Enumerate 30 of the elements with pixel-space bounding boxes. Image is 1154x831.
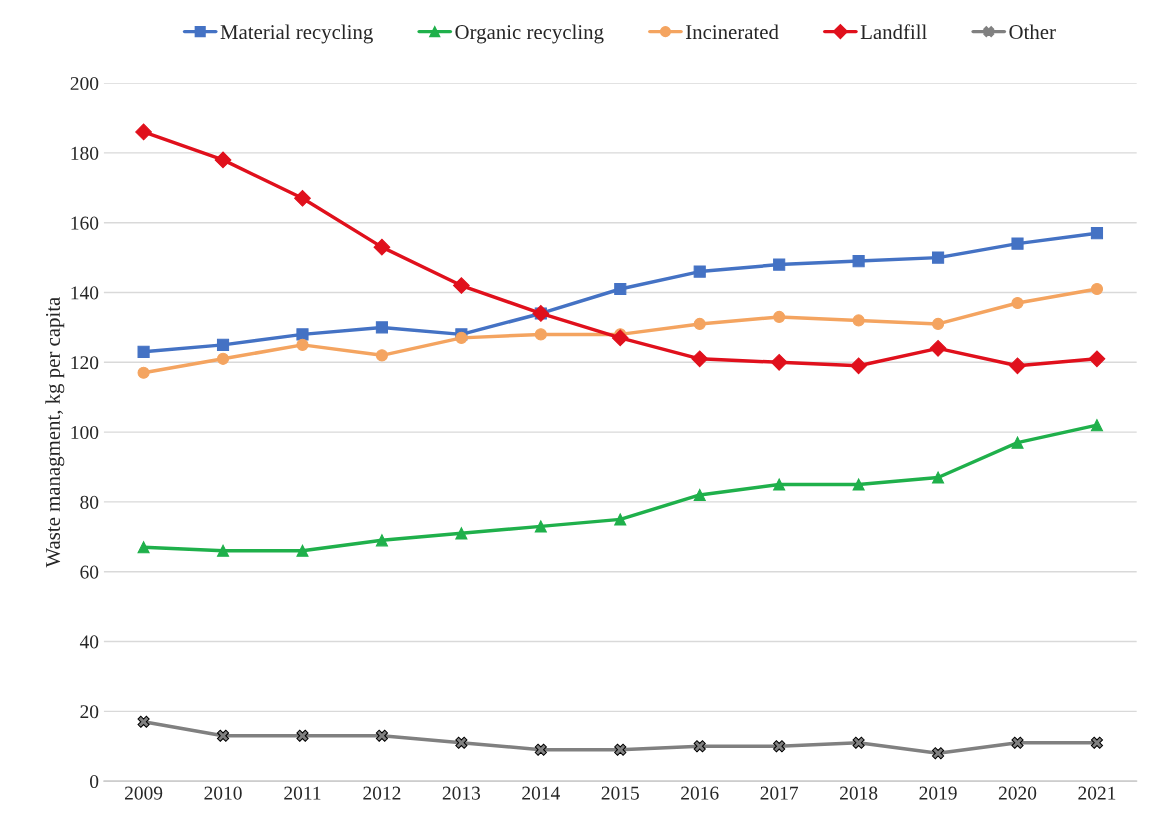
y-tick-label: 200: [70, 76, 99, 91]
legend-label: Other: [1009, 24, 1056, 40]
x-tick-label: 2015: [601, 786, 639, 800]
x-tick-label: 2017: [760, 786, 799, 800]
x-tick-label: 2021: [1078, 786, 1116, 800]
x-tick-label: 2018: [840, 786, 878, 800]
y-tick-label: 80: [80, 495, 99, 509]
x-tick-label: 2011: [284, 786, 321, 800]
legend-label: Organic recycling: [455, 24, 604, 44]
y-tick-label: 180: [71, 146, 99, 160]
y-tick-label: 0: [90, 774, 99, 789]
y-tick-label: 160: [71, 216, 99, 230]
legend-label: Incinerated: [685, 24, 779, 40]
y-tick-label: 20: [80, 705, 99, 719]
y-tick-label: 140: [71, 286, 99, 300]
x-tick-label: 2012: [363, 786, 401, 800]
x-tick-label: 2010: [204, 786, 242, 800]
legend-label: Landfill: [860, 24, 927, 40]
y-tick-label: 40: [79, 635, 99, 649]
x-tick-label: 2013: [442, 786, 481, 800]
y-tick-label: 100: [71, 425, 99, 440]
y-axis-title: Waste managment, kg per capita: [45, 297, 65, 568]
x-tick-label: 2019: [919, 786, 957, 800]
legend-label: Material recycling: [220, 24, 373, 44]
y-tick-label: 120: [71, 356, 99, 370]
x-tick-label: 2016: [681, 786, 719, 800]
x-tick-label: 2009: [124, 786, 163, 800]
x-tick-label: 2014: [522, 786, 560, 800]
y-tick-label: 60: [80, 565, 99, 579]
x-tick-label: 2020: [998, 786, 1037, 800]
